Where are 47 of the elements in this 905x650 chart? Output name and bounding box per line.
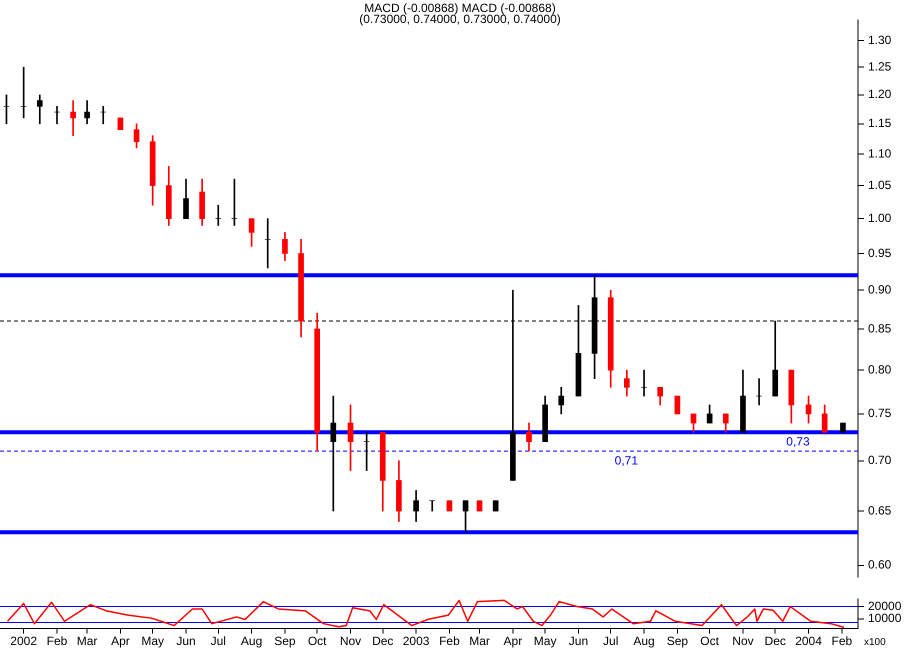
y-tick-label: 1.25: [868, 60, 892, 74]
x-tick-label: May: [534, 634, 556, 648]
y-tick-label: 0.65: [868, 503, 892, 518]
x-tick-label: 2003: [402, 634, 430, 648]
y-tick-label: 1.30: [868, 32, 892, 47]
x-tick-label: 2004: [795, 634, 822, 648]
y-tick-label: 1.05: [868, 178, 892, 192]
x-tick-label: Dec: [764, 634, 786, 648]
x-tick-label: Oct: [700, 634, 720, 648]
chart-title: MACD (-0.00868) MACD (-0.00868): [364, 1, 556, 15]
y-tick-label: 1.20: [868, 87, 892, 102]
y-tick-label: 1.10: [868, 146, 892, 160]
y-tick-label: 0.60: [868, 558, 892, 572]
x-tick-label: Sep: [274, 634, 296, 648]
y-tick-label: 1.15: [868, 116, 892, 130]
x-tick-label: Oct: [308, 634, 328, 648]
y-tick-label: 0.85: [868, 321, 892, 336]
x-tick-label: Apr: [504, 634, 522, 648]
x-tick-label: Jul: [603, 634, 618, 648]
x-tick-label: Aug: [633, 634, 655, 648]
x-tick-label: Nov: [340, 634, 362, 648]
x-tick-label: Sep: [666, 634, 688, 648]
x-tick-label: Feb: [439, 634, 460, 648]
x-tick-label: Dec: [372, 634, 394, 648]
x-tick-label: Feb: [46, 634, 68, 648]
x-tick-label: Aug: [240, 634, 262, 648]
y-tick-label: 20000: [868, 598, 902, 613]
x-tick-label: Jun: [176, 634, 196, 648]
y-tick-label: 1.00: [868, 210, 892, 225]
y-tick-label: 10000: [868, 611, 902, 626]
x-tick-label: Mar: [469, 634, 490, 648]
x-tick-label: Feb: [832, 634, 853, 648]
y-tick-label: 0.75: [868, 406, 892, 420]
y-tick-label: 0.70: [868, 453, 892, 468]
x-tick-label: Jun: [568, 634, 588, 648]
ref-line-label: 0,71: [614, 453, 638, 468]
ref-line-label: 0,73: [786, 434, 810, 449]
y-tick-label: 0.95: [868, 246, 892, 260]
y-tick-label: 0.80: [868, 362, 892, 376]
x-tick-label: Nov: [732, 634, 754, 648]
x-tick-label: Mar: [76, 634, 98, 648]
y-tick-label: 0.90: [868, 282, 892, 296]
x-tick-label: Jul: [210, 634, 226, 648]
x-tick-label: 2002: [10, 634, 38, 648]
x-tick-label: May: [141, 634, 164, 648]
text: x100: [864, 636, 886, 648]
x-tick-label: Apr: [111, 634, 130, 648]
